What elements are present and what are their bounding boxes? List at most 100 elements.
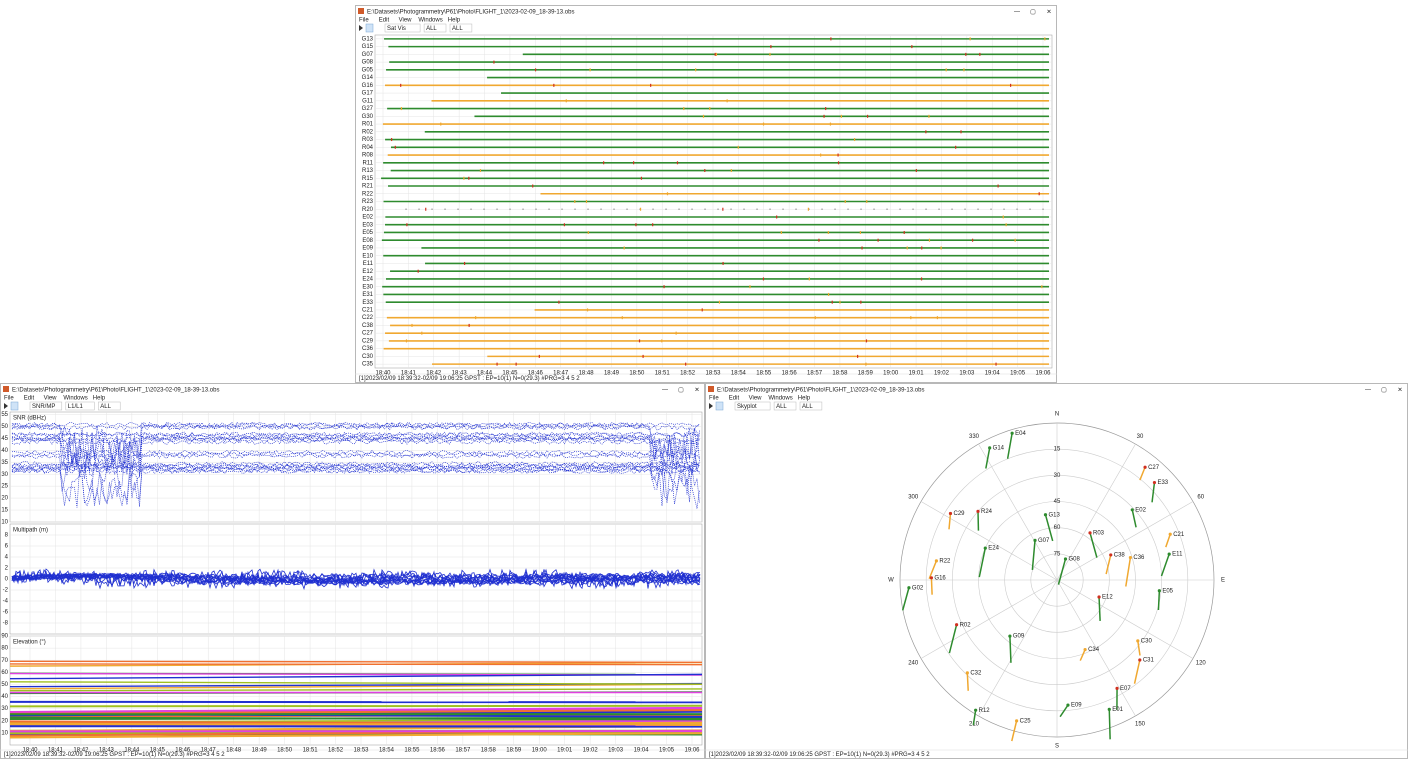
window-control[interactable]: — (1014, 10, 1020, 16)
toolbar-button[interactable] (715, 401, 724, 411)
elevation-trace (9, 716, 703, 721)
slip-mark (585, 200, 588, 203)
satellite-label: R24 (981, 509, 993, 515)
menu-item[interactable]: Help (798, 396, 811, 402)
window-control[interactable]: ✕ (694, 388, 699, 394)
toolbar-select-text[interactable]: ALL (426, 26, 437, 32)
satellite-label: C30 (1141, 638, 1153, 644)
multipath-trace (11, 572, 701, 586)
satellite-label: C36 (1133, 555, 1145, 561)
slip-mark (769, 52, 771, 56)
menu-item[interactable]: File (4, 396, 14, 402)
slip-mark (1005, 223, 1007, 227)
toolbar-select[interactable] (734, 401, 771, 411)
slip-mark (920, 277, 923, 281)
toolbar-select-text[interactable]: ALL (776, 404, 787, 410)
y-tick-label: 70 (1, 658, 8, 664)
x-tick-label: 18:42 (73, 748, 89, 754)
row-label: R22 (362, 191, 374, 197)
elevation-trace (9, 681, 703, 685)
menu-item[interactable]: Help (93, 396, 106, 402)
menu-item[interactable]: Edit (729, 396, 740, 402)
toolbar-select-text[interactable]: ALL (100, 404, 111, 410)
play-button[interactable] (4, 403, 8, 409)
menu-item[interactable]: Windows (768, 396, 792, 402)
menu-item[interactable]: Edit (379, 18, 390, 24)
slip-mark (921, 246, 923, 250)
satellite-label: E04 (1015, 431, 1026, 437)
window-control[interactable]: — (1365, 388, 1371, 394)
toolbar-select[interactable] (799, 401, 823, 411)
menu-item[interactable]: File (709, 396, 719, 402)
slip-mark (936, 316, 939, 320)
row-label: E08 (362, 238, 373, 244)
slip-mark (829, 122, 832, 126)
slip-mark (928, 114, 930, 118)
row-label: E12 (362, 269, 373, 275)
slip-mark (683, 107, 685, 111)
window-control[interactable]: ▢ (678, 388, 684, 394)
row-label: C21 (362, 307, 374, 313)
slip-mark (1009, 83, 1012, 87)
window-control[interactable]: ▢ (1381, 388, 1387, 394)
toolbar-select-text[interactable]: ALL (802, 404, 813, 410)
satellite-track (1059, 704, 1069, 718)
menu-item[interactable]: Edit (24, 396, 35, 402)
menu-item[interactable]: View (399, 18, 413, 24)
menu-item[interactable]: Windows (63, 396, 87, 402)
snr-trace (12, 463, 700, 470)
slip-mark (405, 339, 408, 343)
slip-mark (960, 130, 962, 134)
slip-mark (565, 99, 567, 103)
toolbar-select[interactable] (423, 23, 447, 33)
menu-item[interactable]: File (359, 18, 369, 24)
row-label: C27 (362, 331, 374, 337)
toolbar-select[interactable] (29, 401, 63, 411)
slip-mark (928, 238, 931, 242)
toolbar-select[interactable] (449, 23, 473, 33)
toolbar-select[interactable] (384, 23, 421, 33)
satellite-label: G07 (1038, 538, 1050, 544)
menu-item[interactable]: Windows (418, 18, 442, 24)
satellite-label: G08 (1068, 557, 1080, 563)
slip-mark (865, 362, 867, 366)
satellite-label: E07 (1120, 686, 1131, 692)
play-button[interactable] (359, 25, 363, 31)
satellite-point (948, 511, 953, 516)
slip-mark (642, 354, 644, 358)
satellite-point (983, 546, 987, 550)
toolbar-select[interactable] (773, 401, 797, 411)
azimuth-spoke (1056, 443, 1136, 581)
menu-item[interactable]: Help (448, 18, 461, 24)
play-button[interactable] (709, 403, 713, 409)
toolbar-select-text[interactable]: SNR/MP (32, 404, 55, 410)
window-control[interactable]: ▢ (1030, 10, 1036, 16)
satellite-label: C25 (1020, 718, 1032, 724)
toolbar-select[interactable] (98, 401, 121, 411)
row-label: G15 (362, 44, 374, 50)
slip-mark (1038, 192, 1040, 196)
toolbar-select-text[interactable]: L1/L1 (68, 404, 84, 410)
toolbar-select[interactable] (65, 401, 95, 411)
window-title: E:\Datasets\Photogrammetry\P61\Photo\FLI… (717, 388, 924, 394)
x-tick-label: 18:41 (48, 748, 64, 754)
menu-item[interactable]: View (749, 396, 763, 402)
x-tick-label: 19:06 (684, 748, 700, 754)
toolbar-button[interactable] (365, 23, 374, 33)
window-control[interactable]: ✕ (1397, 388, 1402, 394)
toolbar-button[interactable] (10, 401, 19, 411)
window-control[interactable]: — (662, 388, 668, 394)
window-control[interactable]: ✕ (1046, 10, 1051, 16)
window: E:\Datasets\Photogrammetry\P61\Photo\FLI… (705, 383, 1408, 759)
panel-label: SNR (dBHz) (13, 416, 46, 422)
menu-item[interactable]: View (44, 396, 58, 402)
row-label: E10 (362, 253, 373, 259)
toolbar-select-text[interactable]: Sat Vis (387, 26, 406, 32)
toolbar-select-text[interactable]: ALL (452, 26, 463, 32)
toolbar-select-text[interactable]: Skyplot (737, 404, 757, 410)
azimuth-label: E (1221, 578, 1225, 584)
x-tick-label: 19:00 (883, 371, 899, 377)
row-label: E33 (362, 300, 373, 306)
window-title: E:\Datasets\Photogrammetry\P61\Photo\FLI… (12, 388, 219, 394)
x-tick-label: 18:45 (502, 371, 518, 377)
